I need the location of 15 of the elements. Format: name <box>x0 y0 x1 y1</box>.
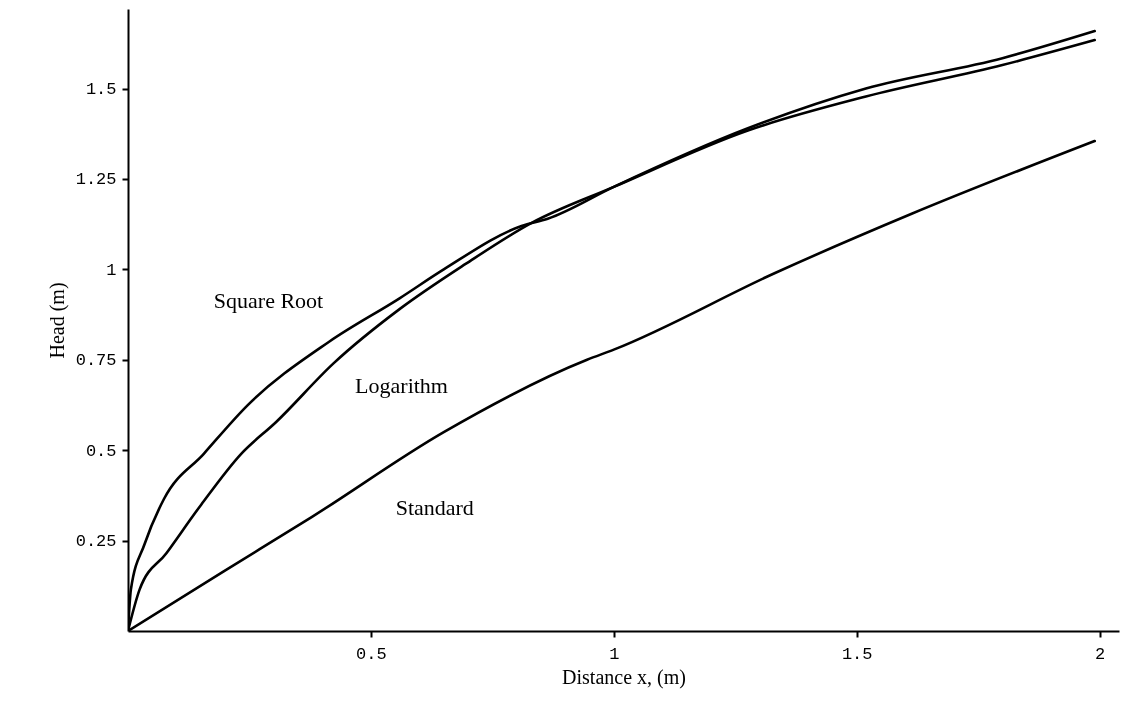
x-tick-label: 1 <box>609 644 620 664</box>
y-tick-label: 1.25 <box>75 170 117 190</box>
y-tick-label: 0.25 <box>75 532 117 552</box>
x-tick-label: 0.5 <box>356 644 387 664</box>
x-tick-label: 2 <box>1094 644 1106 664</box>
x-axis-title: Distance x, (m) <box>562 665 686 689</box>
x-tick-label: 1.5 <box>841 644 873 664</box>
y-tick-label: 1 <box>106 260 117 280</box>
series-label: Logarithm <box>355 373 448 399</box>
series-label: Standard <box>395 495 474 521</box>
y-tick-label: 0.5 <box>85 441 117 461</box>
y-tick-label: 0.75 <box>75 351 117 371</box>
series-label: Square Root <box>213 288 324 314</box>
y-axis-title: Head (m) <box>45 282 69 359</box>
y-tick-label: 1.5 <box>85 80 117 100</box>
